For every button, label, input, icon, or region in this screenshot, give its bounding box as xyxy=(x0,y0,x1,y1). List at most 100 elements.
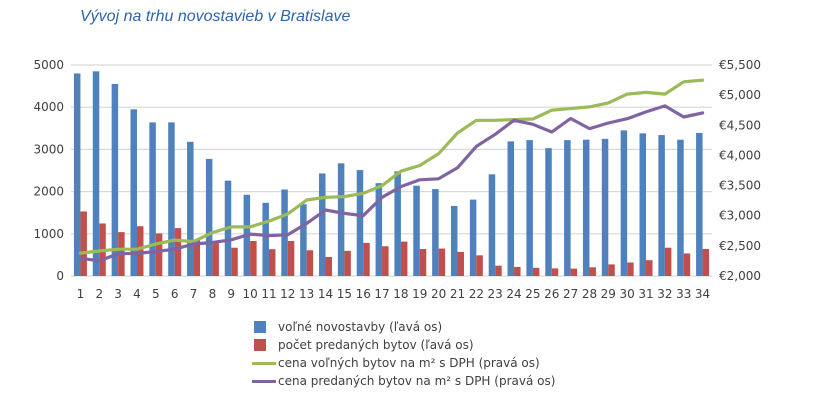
bar-volne-novostavby xyxy=(375,183,383,276)
bar-volne-novostavby xyxy=(620,130,628,276)
bar-pocet-predanych xyxy=(608,264,615,276)
legend-swatch-cena-predanych xyxy=(252,379,276,383)
bar-pocet-predanych xyxy=(438,248,446,276)
x-tick-label: 12 xyxy=(280,287,295,301)
x-tick-label: 5 xyxy=(152,287,160,301)
x-tick-label: 3 xyxy=(114,287,122,301)
x-tick-label: 17 xyxy=(374,287,389,301)
lines xyxy=(78,78,705,263)
legend: voľné novostavby (ľavá os) počet predaný… xyxy=(252,318,555,390)
x-tick-label: 8 xyxy=(209,287,217,301)
bar-volne-novostavby xyxy=(677,139,684,276)
bar-pocet-predanych xyxy=(155,233,163,276)
bar-pocet-predanych xyxy=(344,250,351,276)
right-axis: €2,000 €2,500 €3,000 €3,500 €4,000 €4,500 €5,0… xyxy=(719,58,761,283)
x-tick-label: 1 xyxy=(77,287,85,301)
legend-item-volne: voľné novostavby (ľavá os) xyxy=(252,318,555,336)
bar-volne-novostavby xyxy=(319,173,326,276)
legend-swatch-cena-volnych xyxy=(252,361,276,365)
x-tick-label: 28 xyxy=(582,287,597,301)
right-tick-label: €5,500 xyxy=(719,58,761,72)
bar-pocet-predanych xyxy=(532,267,540,276)
x-tick-label: 32 xyxy=(657,287,672,301)
bar-volne-novostavby xyxy=(73,73,81,276)
bar-volne-novostavby xyxy=(413,185,420,276)
bar-volne-novostavby xyxy=(601,138,609,276)
legend-label-predane: počet predaných bytov (ľavá os) xyxy=(278,338,474,352)
x-tick-label: 9 xyxy=(227,287,235,301)
x-tick-label: 10 xyxy=(242,287,257,301)
x-tick-label: 31 xyxy=(638,287,653,301)
chart-title: Vývoj na trhu novostavieb v Bratislave xyxy=(80,8,351,25)
left-tick-label: 3000 xyxy=(33,142,64,156)
bar-pocet-predanych xyxy=(382,246,389,276)
bar-pocet-predanych xyxy=(193,240,201,276)
bar-pocet-predanych xyxy=(514,266,521,276)
bar-volne-novostavby xyxy=(450,205,458,276)
legend-swatch-predane xyxy=(254,339,266,351)
x-tick-label: 14 xyxy=(318,287,333,301)
bar-volne-novostavby xyxy=(526,140,533,276)
x-tick-label: 18 xyxy=(393,287,408,301)
bar-volne-novostavby xyxy=(337,163,345,276)
bar-pocet-predanych xyxy=(268,249,276,276)
bar-volne-novostavby xyxy=(130,109,137,276)
bar-volne-novostavby xyxy=(356,170,364,276)
bar-volne-novostavby xyxy=(545,148,552,276)
bar-pocet-predanych xyxy=(476,255,483,276)
bar-pocet-predanych xyxy=(400,241,408,276)
x-tick-label: 23 xyxy=(488,287,503,301)
bar-pocet-predanych xyxy=(287,240,295,276)
bar-pocet-predanych xyxy=(80,211,87,276)
x-tick-label: 24 xyxy=(506,287,521,301)
x-tick-label: 15 xyxy=(337,287,352,301)
x-tick-label: 6 xyxy=(171,287,179,301)
right-tick-label: €5,000 xyxy=(719,88,761,102)
x-tick-label: 33 xyxy=(676,287,691,301)
bar-volne-novostavby xyxy=(507,141,515,276)
legend-item-cena-predanych: cena predaných bytov na m² s DPH (pravá … xyxy=(252,372,555,390)
bar-pocet-predanych xyxy=(495,265,502,276)
x-tick-label: 21 xyxy=(450,287,465,301)
bar-volne-novostavby xyxy=(488,174,496,276)
legend-item-cena-volnych: cena voľných bytov na m² s DPH (pravá os… xyxy=(252,354,555,372)
bar-pocet-predanych xyxy=(551,268,559,276)
bar-pocet-predanych xyxy=(627,262,634,276)
bar-volne-novostavby xyxy=(300,204,307,276)
legend-item-predane: počet predaných bytov (ľavá os) xyxy=(252,336,555,354)
bar-pocet-predanych xyxy=(457,251,464,276)
bar-volne-novostavby xyxy=(582,139,590,276)
x-tick-label: 20 xyxy=(431,287,446,301)
x-tick-label: 30 xyxy=(620,287,635,301)
x-tick-label: 13 xyxy=(299,287,314,301)
bar-pocet-predanych xyxy=(306,250,314,276)
legend-label-cena-predanych: cena predaných bytov na m² s DPH (pravá … xyxy=(278,374,556,388)
bar-volne-novostavby xyxy=(205,158,213,276)
bar-pocet-predanych xyxy=(664,247,672,276)
gridlines xyxy=(71,64,712,277)
bar-volne-novostavby xyxy=(394,171,401,276)
bar-pocet-predanych xyxy=(702,248,710,276)
left-tick-label: 1000 xyxy=(33,227,64,241)
x-tick-label: 7 xyxy=(190,287,198,301)
bar-volne-novostavby xyxy=(149,122,156,276)
bar-volne-novostavby xyxy=(696,132,703,276)
x-tick-label: 34 xyxy=(695,287,710,301)
bar-volne-novostavby xyxy=(92,71,100,276)
bar-pocet-predanych xyxy=(419,248,427,276)
legend-label-volne: voľné novostavby (ľavá os) xyxy=(278,320,443,334)
bar-volne-novostavby xyxy=(168,122,175,276)
x-tick-label: 19 xyxy=(412,287,427,301)
bar-volne-novostavby xyxy=(639,133,647,276)
bar-pocet-predanych xyxy=(136,226,144,276)
right-tick-label: €4,000 xyxy=(719,148,761,162)
bar-volne-novostavby xyxy=(564,140,571,276)
x-tick-label: 16 xyxy=(356,287,371,301)
bar-volne-novostavby xyxy=(281,189,288,276)
x-tick-label: 25 xyxy=(525,287,540,301)
x-tick-label: 4 xyxy=(133,287,141,301)
bar-pocet-predanych xyxy=(363,242,370,276)
bar-pocet-predanych xyxy=(683,253,691,276)
right-tick-label: €2,500 xyxy=(719,239,761,253)
bar-pocet-predanych xyxy=(250,240,257,276)
